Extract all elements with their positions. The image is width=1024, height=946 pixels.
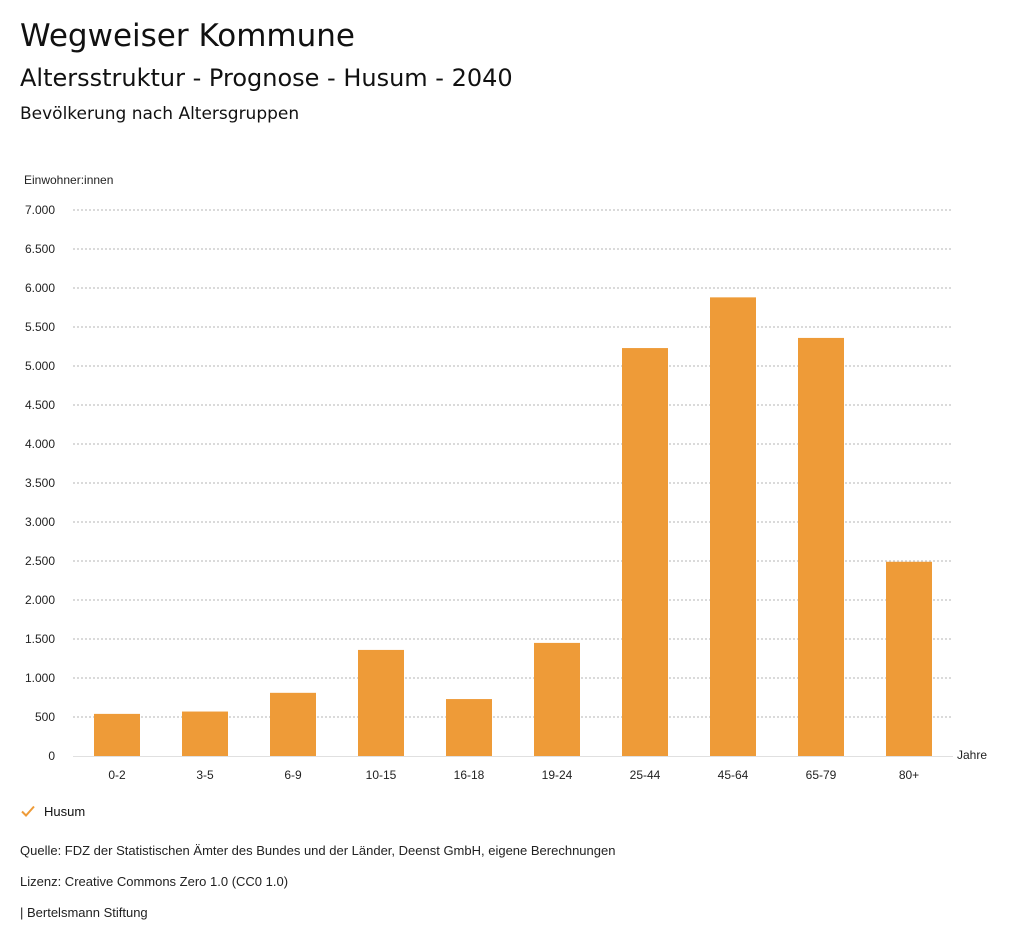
y-tick-label: 4.500 [25, 398, 55, 412]
x-tick-label: 16-18 [454, 768, 485, 782]
y-tick-label: 5.000 [25, 359, 55, 373]
y-tick-label: 1.500 [25, 632, 55, 646]
x-tick-label: 25-44 [630, 768, 661, 782]
x-tick-label: 19-24 [542, 768, 573, 782]
bar-0-2 [94, 713, 140, 756]
y-tick-label: 7.000 [25, 203, 55, 217]
bar-10-15 [358, 649, 404, 756]
chart-heading: Bevölkerung nach Altersgruppen [20, 104, 300, 124]
publisher-note: | Bertelsmann Stiftung [20, 905, 148, 920]
y-tick-label: 3.500 [25, 476, 55, 490]
license-note: Lizenz: Creative Commons Zero 1.0 (CC0 1… [20, 874, 289, 889]
x-tick-label: 45-64 [718, 768, 749, 782]
y-tick-label: 6.500 [25, 242, 55, 256]
checkmark-icon [21, 805, 35, 817]
y-axis-label: Einwohner:innen [24, 173, 113, 187]
legend-label: Husum [44, 803, 86, 819]
bar-chart: Einwohner:innen 0 500 1.000 1.500 2.000 2.500 3… [24, 173, 987, 782]
source-note: Quelle: FDZ der Statistischen Ämter des … [20, 843, 616, 858]
page-title: Wegweiser Kommune [20, 18, 355, 54]
x-axis-label: Jahre [957, 748, 987, 762]
y-tick-label: 6.000 [25, 281, 55, 295]
bar-45-64 [710, 297, 756, 756]
bar-16-18 [446, 699, 492, 756]
bar-65-79 [798, 337, 844, 756]
x-tick-label: 3-5 [196, 768, 214, 782]
x-tick-label: 0-2 [108, 768, 126, 782]
y-tick-label: 2.000 [25, 593, 55, 607]
y-tick-label: 500 [35, 710, 55, 724]
x-tick-label: 6-9 [284, 768, 302, 782]
x-tick-label: 65-79 [806, 768, 837, 782]
x-tick-label: 80+ [899, 768, 919, 782]
y-tick-label: 0 [48, 749, 55, 763]
bar-25-44 [622, 348, 668, 756]
y-tick-label: 4.000 [25, 437, 55, 451]
x-tick-label: 10-15 [366, 768, 397, 782]
bar-80+ [886, 561, 932, 756]
y-tick-label: 3.000 [25, 515, 55, 529]
y-tick-label: 5.500 [25, 320, 55, 334]
bar-6-9 [270, 692, 316, 756]
chart-subtitle: Altersstruktur - Prognose - Husum - 2040 [20, 64, 513, 92]
bar-19-24 [534, 642, 580, 756]
y-tick-label: 1.000 [25, 671, 55, 685]
y-tick-label: 2.500 [25, 554, 55, 568]
legend-item-husum[interactable]: Husum [20, 803, 85, 819]
bar-3-5 [182, 711, 228, 756]
